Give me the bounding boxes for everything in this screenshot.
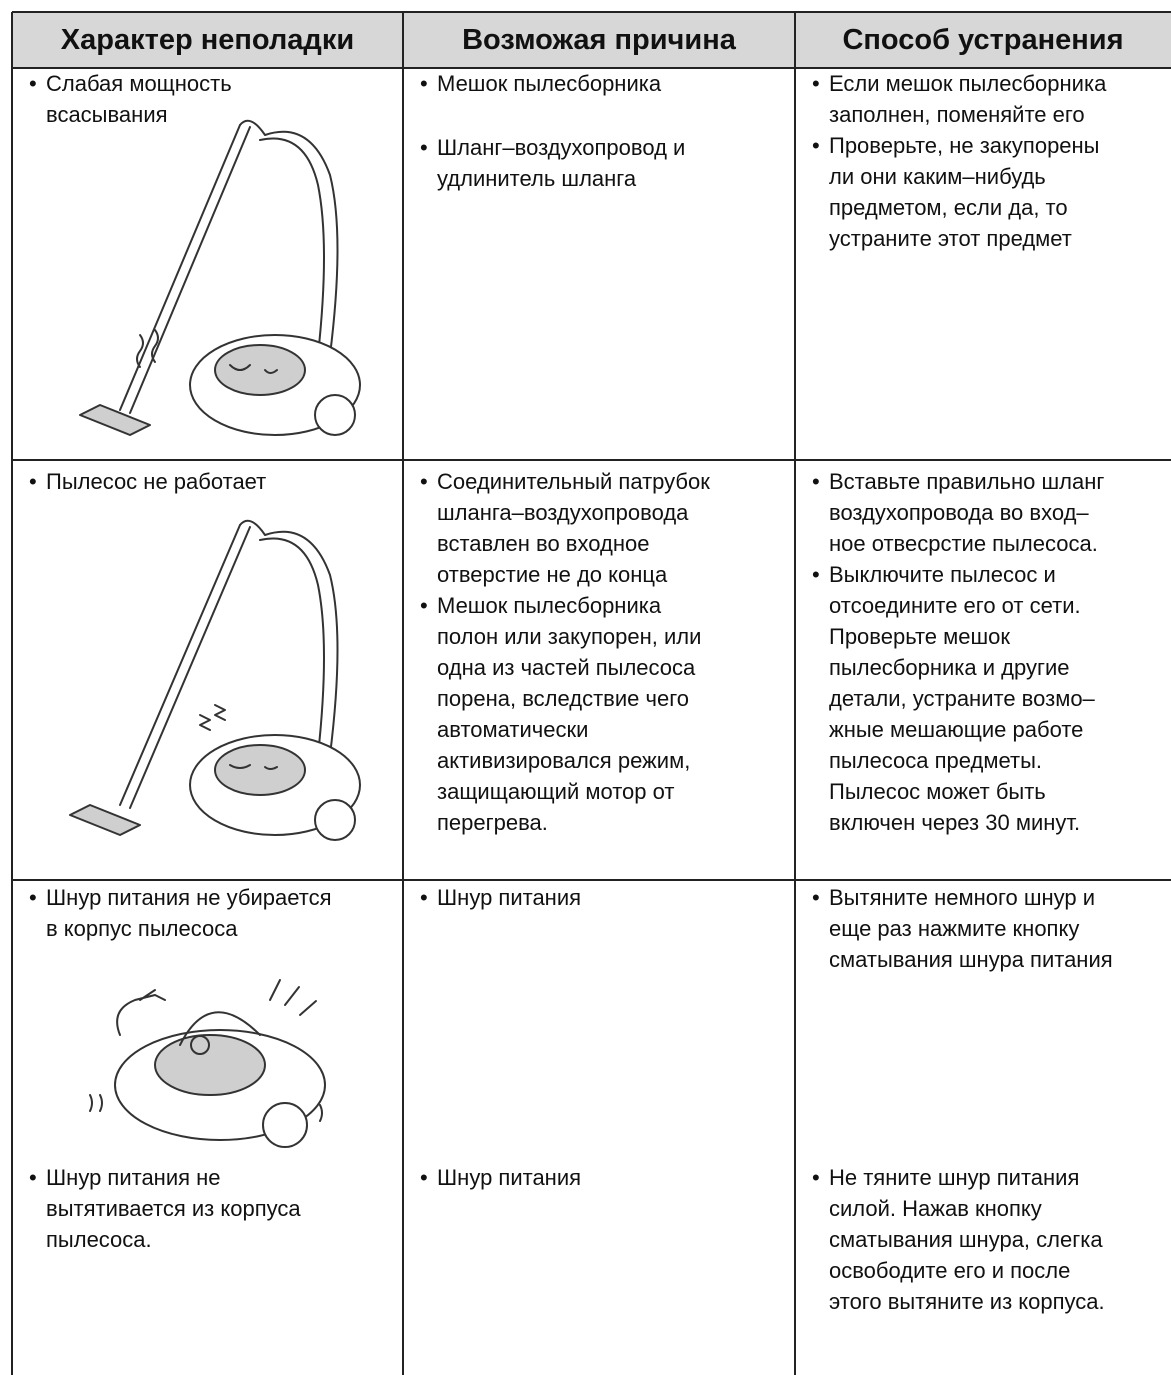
text-line: детали, устраните возмо– <box>829 686 1095 711</box>
text-line: Соединительный патрубок <box>437 469 710 494</box>
list-item: Слабая мощность всасывания <box>29 68 232 130</box>
list-item: Проверьте, не закупорены ли они каким–ниб… <box>812 130 1100 254</box>
text-line: включен через 30 минут. <box>829 810 1081 835</box>
text-line: Вставьте правильно шланг <box>829 469 1105 494</box>
text-line: вытятивается из корпуса <box>46 1196 301 1221</box>
text-line: удлинитель шланга <box>437 166 637 191</box>
text-line: Мешок пылесборника <box>437 71 662 96</box>
header-cell: Способ устранения <box>842 24 1124 56</box>
list-item: Шнур питания не убирается в корпус пылесо… <box>29 882 332 944</box>
text-line: пылесборника и другие <box>829 655 1070 680</box>
text-line: порена, вследствие чего <box>437 686 689 711</box>
text-line: устраните этот предмет <box>829 226 1072 251</box>
header-cell: Возможая причина <box>462 24 736 56</box>
text-line: освободите его и после <box>829 1258 1071 1283</box>
text-line: Шнур питания не убирается <box>46 885 332 910</box>
text-line: Проверьте, не закупорены <box>829 133 1100 158</box>
list-item: Шнур питания <box>420 882 582 913</box>
header-bg <box>12 12 1171 68</box>
list-item: Шнур питания <box>420 1162 582 1193</box>
text-line: силой. Нажав кнопку <box>829 1196 1042 1221</box>
text-line: ное отвесрстие пылесоса. <box>829 531 1098 556</box>
list-item: Соединительный патрубок шланга–воздухопро… <box>420 466 710 590</box>
rule <box>12 11 1171 13</box>
text-line: активизировался режим, <box>437 748 691 773</box>
text-line: всасывания <box>46 102 168 127</box>
text-line: одна из частей пылесоса <box>437 655 696 680</box>
text-line: в корпус пылесоса <box>46 916 238 941</box>
list-item: Вставьте правильно шланг воздухопровода в… <box>812 466 1105 559</box>
text-line: Шнур питания <box>437 1165 582 1190</box>
text-line: полон или закупорен, или <box>437 624 702 649</box>
text-line: отверстие не до конца <box>437 562 668 587</box>
text-line: отсоедините его от сети. <box>829 593 1081 618</box>
text-line: автоматически <box>437 717 589 742</box>
text-line: заполнен, поменяйте его <box>829 102 1085 127</box>
text-line: ли они каким–нибудь <box>829 164 1046 189</box>
rule <box>11 12 13 1375</box>
list-item: Пылесос не работает <box>29 466 267 497</box>
text-line: Шланг–воздухопровод и <box>437 135 686 160</box>
list-item: Вытяните немного шнур и еще раз нажмите к… <box>812 882 1113 975</box>
rule <box>794 12 796 1375</box>
text-line: защищающий мотор от <box>437 779 675 804</box>
list-item: Не тяните шнур питания силой. Нажав кнопк… <box>812 1162 1105 1317</box>
text-line: еще раз нажмите кнопку <box>829 916 1080 941</box>
text-line: Вытяните немного шнур и <box>829 885 1096 910</box>
rule <box>12 879 1171 881</box>
list-item: Мешок пылесборника <box>420 68 662 99</box>
text-line: перегрева. <box>437 810 548 835</box>
text-line: Выключите пылесос и <box>829 562 1056 587</box>
text-line: шланга–воздухопровода <box>437 500 689 525</box>
text-line: воздухопровода во вход– <box>829 500 1089 525</box>
list-item: Если мешок пылесборника заполнен, поменяй… <box>812 68 1107 130</box>
rule <box>402 12 404 1375</box>
header-cell: Характер неполадки <box>60 24 355 56</box>
list-item: Шнур питания не вытятивается из корпуса пы… <box>29 1162 301 1255</box>
text-line: Мешок пылесборника <box>437 593 662 618</box>
text-line: Шнур питания <box>437 885 582 910</box>
rule <box>12 459 1171 461</box>
text-line: этого вытяните из корпуса. <box>829 1289 1105 1314</box>
vacuum-illustration <box>79 119 361 436</box>
text-line: Если мешок пылесборника <box>829 71 1107 96</box>
text-line: вставлен во входное <box>437 531 650 556</box>
vacuum-illustration <box>89 979 326 1148</box>
text-line: Шнур питания не <box>46 1165 221 1190</box>
list-item: Мешок пылесборника полон или закупорен, и… <box>420 590 702 838</box>
text-line: Не тяните шнур питания <box>829 1165 1080 1190</box>
text-line: жные мешающие работе <box>829 717 1084 742</box>
text-line: предметом, если да, то <box>829 195 1068 220</box>
text-line: Пылесос не работает <box>46 469 267 494</box>
text-line: пылесоса. <box>46 1227 152 1252</box>
text-line: сматывания шнура питания <box>829 947 1113 972</box>
text-line: Слабая мощность <box>46 71 232 96</box>
text-line: пылесоса предметы. <box>829 748 1042 773</box>
text-line: Пылесос может быть <box>829 779 1046 804</box>
text-line: Проверьте мешок <box>829 624 1010 649</box>
list-item: Шланг–воздухопровод и удлинитель шланга <box>420 132 686 194</box>
text-line: сматывания шнура, слегка <box>829 1227 1103 1252</box>
vacuum-illustration <box>69 519 361 841</box>
list-item: Выключите пылесос и отсоедините его от се… <box>812 559 1095 838</box>
